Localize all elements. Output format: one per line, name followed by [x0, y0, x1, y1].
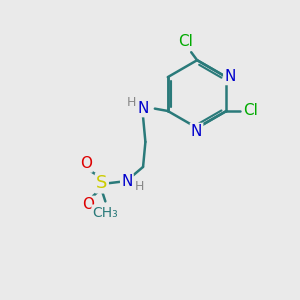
Text: Cl: Cl — [243, 103, 258, 118]
Text: N: N — [137, 101, 149, 116]
Text: S: S — [96, 174, 107, 192]
Text: N: N — [121, 174, 133, 189]
Text: CH₃: CH₃ — [92, 206, 118, 220]
Text: Cl: Cl — [178, 34, 194, 49]
Text: N: N — [191, 124, 202, 139]
Text: H: H — [127, 96, 136, 109]
Text: O: O — [82, 197, 94, 212]
Text: N: N — [224, 69, 236, 84]
Text: H: H — [134, 180, 144, 193]
Text: O: O — [80, 157, 92, 172]
